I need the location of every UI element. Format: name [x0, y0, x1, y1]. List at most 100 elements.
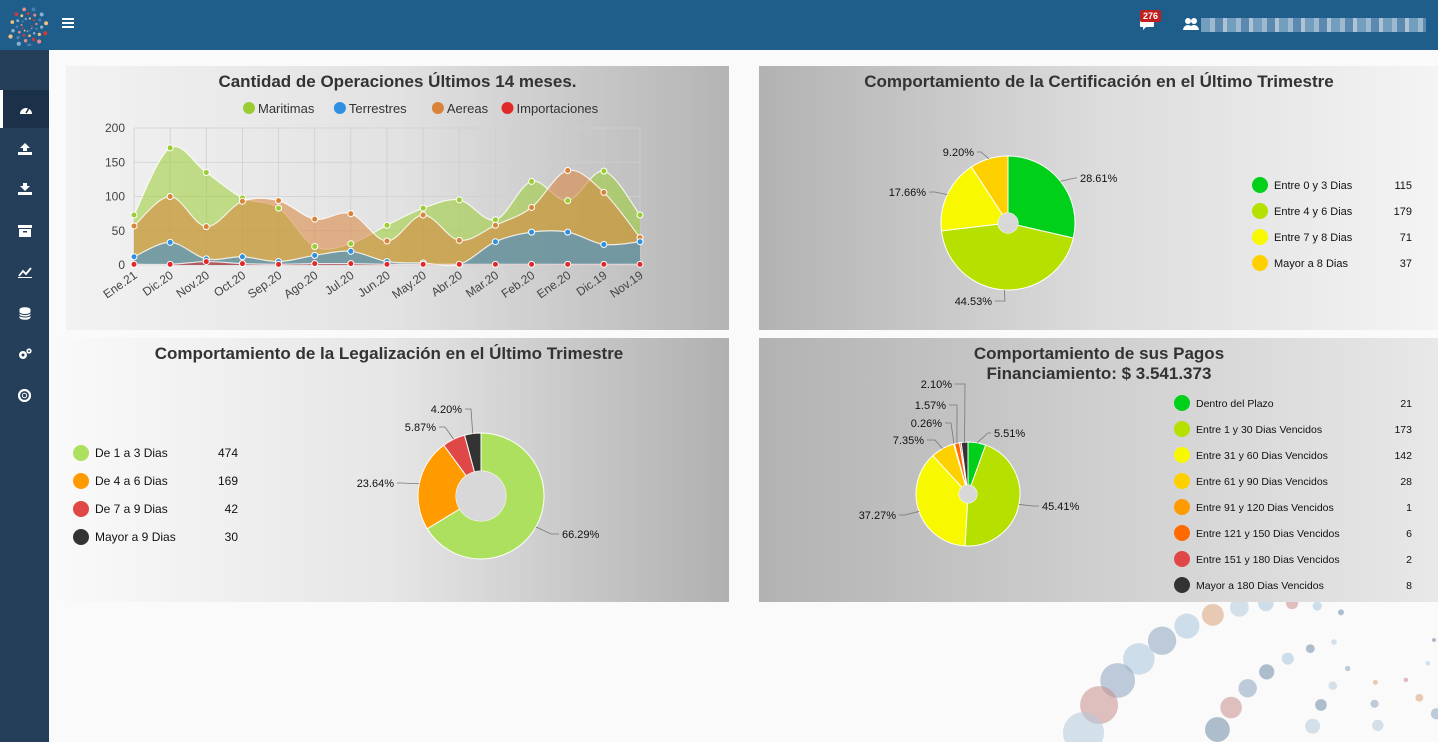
sidebar-item-database[interactable] — [0, 294, 49, 332]
sidebar-item-upload[interactable] — [0, 130, 49, 168]
legend-label[interactable]: Dentro del Plazo — [1196, 398, 1274, 410]
data-point[interactable] — [491, 260, 499, 268]
pie-center-hole — [959, 485, 977, 503]
hamburger-menu-button[interactable] — [62, 14, 76, 35]
data-point[interactable] — [238, 197, 246, 205]
data-point[interactable] — [600, 167, 608, 175]
logo-dot — [14, 12, 19, 17]
data-point[interactable] — [491, 238, 499, 246]
data-point[interactable] — [600, 240, 608, 248]
data-point[interactable] — [419, 211, 427, 219]
data-point[interactable] — [528, 203, 536, 211]
data-point[interactable] — [166, 238, 174, 246]
data-point[interactable] — [275, 204, 283, 212]
legend-label[interactable]: Mayor a 9 Dias — [95, 530, 176, 544]
data-point[interactable] — [455, 236, 463, 244]
data-point[interactable] — [528, 260, 536, 268]
data-point[interactable] — [166, 260, 174, 268]
data-point[interactable] — [564, 228, 572, 236]
data-point[interactable] — [238, 260, 246, 268]
data-point[interactable] — [455, 260, 463, 268]
data-point[interactable] — [347, 260, 355, 268]
pie-slice[interactable] — [940, 223, 1074, 291]
legend-label[interactable]: De 4 a 6 Dias — [95, 474, 168, 488]
sidebar-item-archive[interactable] — [0, 212, 49, 250]
pie-percent-label: 23.64% — [357, 478, 395, 490]
data-point[interactable] — [311, 243, 319, 251]
decorative-dot — [1305, 644, 1315, 654]
data-point[interactable] — [636, 238, 644, 246]
data-point[interactable] — [275, 260, 283, 268]
legend-label[interactable]: Entre 31 y 60 Dias Vencidos — [1196, 450, 1328, 462]
data-point[interactable] — [311, 260, 319, 268]
sidebar-item-download[interactable] — [0, 170, 49, 208]
data-point[interactable] — [528, 228, 536, 236]
data-point[interactable] — [600, 188, 608, 196]
data-point[interactable] — [311, 251, 319, 259]
user-name-blurred[interactable] — [1201, 18, 1426, 32]
legend-label[interactable]: Importaciones — [517, 101, 599, 116]
data-point[interactable] — [202, 169, 210, 177]
data-point[interactable] — [383, 237, 391, 245]
logo-dot — [35, 22, 38, 26]
data-point[interactable] — [419, 204, 427, 212]
legend-label[interactable]: Aereas — [447, 101, 489, 116]
data-point[interactable] — [636, 211, 644, 219]
legend-value: 71 — [1400, 232, 1412, 244]
data-point[interactable] — [528, 177, 536, 185]
data-point[interactable] — [202, 258, 210, 266]
label-leader-line — [945, 422, 955, 444]
legend-label[interactable]: Entre 1 y 30 Dias Vencidos — [1196, 424, 1322, 436]
data-point[interactable] — [455, 196, 463, 204]
legend-label[interactable]: Entre 4 y 6 Dias — [1274, 206, 1353, 218]
label-leader-line — [949, 404, 958, 444]
sidebar-item-support[interactable] — [0, 376, 49, 414]
data-point[interactable] — [419, 260, 427, 268]
data-point[interactable] — [130, 260, 138, 268]
sidebar-item-dashboard[interactable] — [0, 90, 49, 128]
data-point[interactable] — [130, 253, 138, 261]
data-point[interactable] — [347, 247, 355, 255]
legend-label[interactable]: De 7 a 9 Dias — [95, 502, 168, 516]
sidebar-item-settings[interactable] — [0, 335, 49, 373]
data-point[interactable] — [166, 144, 174, 152]
data-point[interactable] — [130, 222, 138, 230]
data-point[interactable] — [600, 260, 608, 268]
data-point[interactable] — [347, 210, 355, 218]
legend-label[interactable]: Terrestres — [349, 101, 407, 116]
legend-label[interactable]: Entre 91 y 120 Dias Vencidos — [1196, 502, 1334, 514]
data-point[interactable] — [202, 223, 210, 231]
legend-label[interactable]: Entre 151 y 180 Dias Vencidos — [1196, 554, 1340, 566]
legend-label[interactable]: Maritimas — [258, 101, 315, 116]
data-point[interactable] — [383, 260, 391, 268]
data-point[interactable] — [383, 221, 391, 229]
data-point[interactable] — [491, 221, 499, 229]
data-point[interactable] — [238, 253, 246, 261]
legend-label[interactable]: De 1 a 3 Dias — [95, 446, 168, 460]
data-point[interactable] — [564, 166, 572, 174]
legend-label[interactable]: Entre 61 y 90 Dias Vencidos — [1196, 476, 1328, 488]
pie-center-hole — [998, 213, 1018, 233]
user-menu-button[interactable] — [1183, 17, 1199, 36]
pie-slice[interactable] — [964, 444, 1021, 547]
legend-marker — [73, 501, 89, 517]
data-point[interactable] — [311, 215, 319, 223]
data-point[interactable] — [275, 197, 283, 205]
legend-label[interactable]: Mayor a 180 Dias Vencidos — [1196, 580, 1324, 592]
data-point[interactable] — [564, 260, 572, 268]
legend-label[interactable]: Entre 7 y 8 Dias — [1274, 232, 1353, 244]
legend-label[interactable]: Entre 0 y 3 Dias — [1274, 180, 1353, 192]
sidebar-item-statistics[interactable] — [0, 253, 49, 291]
pie-slice[interactable] — [417, 444, 467, 530]
legend-label[interactable]: Mayor a 8 Dias — [1274, 258, 1348, 270]
data-point[interactable] — [166, 193, 174, 200]
data-point[interactable] — [564, 197, 572, 205]
pie-percent-label: 4.20% — [431, 404, 462, 416]
data-point[interactable] — [347, 240, 355, 248]
data-point[interactable] — [636, 260, 644, 268]
data-point[interactable] — [130, 211, 138, 219]
legend-label[interactable]: Entre 121 y 150 Dias Vencidos — [1196, 528, 1340, 540]
label-leader-line — [397, 482, 420, 485]
logo-dot — [31, 25, 33, 27]
